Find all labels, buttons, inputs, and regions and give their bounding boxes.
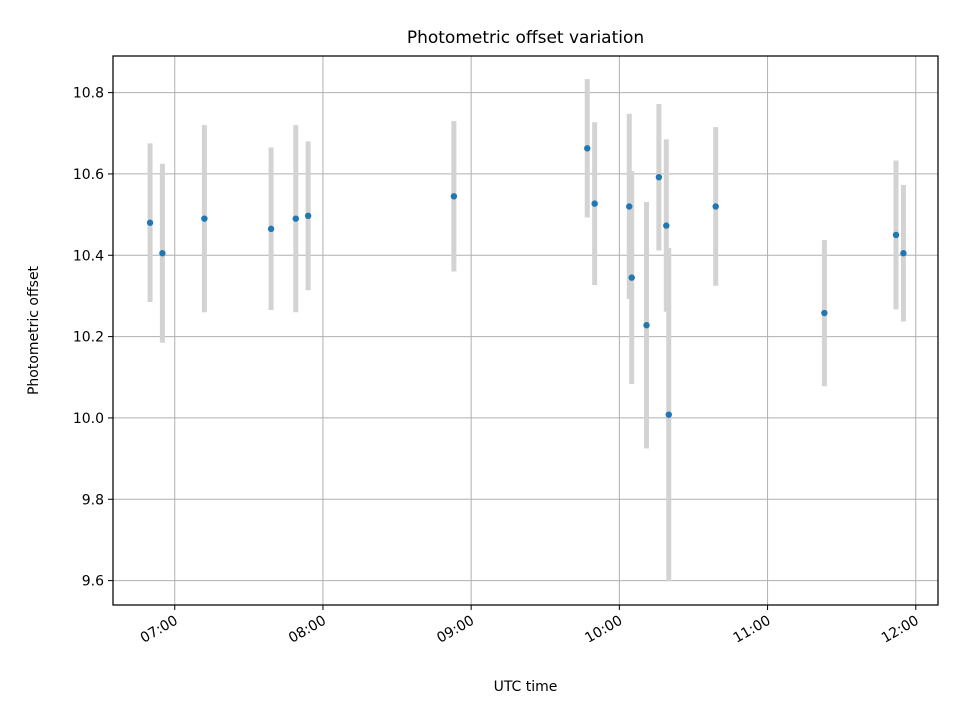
grid-lines [113,56,938,605]
data-point [304,212,312,220]
data-point [591,200,598,207]
y-tick-label: 9.8 [82,492,104,508]
data-point [900,250,907,257]
y-tick-label: 10.4 [73,248,104,264]
x-tick-label: 08:00 [286,613,329,647]
x-tick-label: 07:00 [138,613,181,647]
plot-area-frame [112,55,939,606]
y-axis-label: Photometric offset [26,265,42,395]
data-point [643,322,650,329]
data-point [267,225,275,233]
chart-title: Photometric offset variation [407,28,644,48]
x-axis-ticks: 07:00 08:00 09:00 10:00 11:00 12:00 [138,605,922,647]
data-points [146,145,907,418]
data-point [450,193,458,200]
data-point [655,173,663,181]
data-point [292,215,299,222]
x-tick-label: 10:00 [582,613,625,647]
x-tick-label: 12:00 [879,613,922,647]
y-tick-label: 10.6 [73,167,104,183]
data-point [712,203,719,210]
y-tick-label: 10.0 [73,411,104,427]
y-axis-ticks: 9.6 9.8 10.0 10.2 10.4 10.6 10.8 [73,86,113,590]
data-point [665,411,672,418]
data-point [821,309,828,317]
data-point [146,219,154,226]
data-point [663,222,670,229]
y-tick-label: 10.8 [73,86,104,102]
y-tick-label: 10.2 [73,330,104,346]
error-bars [147,79,906,582]
data-point [892,231,900,239]
y-tick-label: 9.6 [82,574,104,590]
x-tick-label: 09:00 [434,613,477,647]
x-axis-label: UTC time [494,679,558,695]
data-point [628,274,635,281]
data-point [626,203,633,210]
data-point [584,145,591,152]
x-tick-label: 11:00 [731,613,774,647]
data-point [159,250,166,257]
data-point [201,215,208,222]
